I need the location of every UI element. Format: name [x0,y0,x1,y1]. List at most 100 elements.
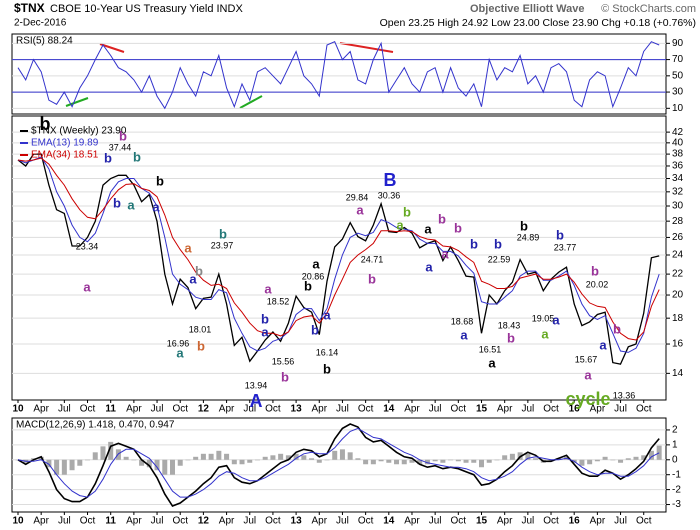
y-tick-label: 36 [672,161,684,172]
histogram-bar [440,459,446,463]
wave-label: 18.52 [267,296,290,306]
histogram-bar [502,455,508,460]
y-tick-label: 10 [672,103,684,114]
x-tick-label: 10 [12,404,24,415]
x-tick-label: Jul [58,404,71,415]
wave-label: b [323,361,331,376]
histogram-bar [486,459,492,463]
x-tick-label: Oct [543,404,559,415]
histogram-bar [208,453,214,460]
histogram-bar [463,459,469,463]
y-tick-label: -2 [672,484,681,495]
x-tick-label: Apr [219,516,235,527]
x-tick-label: Apr [311,404,327,415]
wave-label: a [127,197,135,212]
rsi-trendline [239,95,263,109]
histogram-bar [262,456,268,460]
y-tick-label: 30 [672,201,684,212]
wave-label: cycle [565,389,610,409]
histogram-bar [146,459,152,468]
histogram-bar [455,459,461,462]
histogram-bar [525,453,531,460]
wave-label: b [368,271,376,286]
credit: © StockCharts.com [601,3,696,15]
wave-label: b [438,211,446,226]
rsi-trendline [99,43,125,53]
x-tick-label: Oct [265,516,281,527]
x-tick-label: Jul [58,516,71,527]
wave-label: 18.68 [451,316,474,326]
x-tick-label: 14 [383,516,395,527]
wave-label: b [304,278,312,293]
legend-label: EMA(34) 18.51 [31,150,99,161]
histogram-bar [139,459,145,466]
histogram-bar [239,459,245,465]
wave-label: 15.67 [575,354,598,364]
x-tick-label: Apr [590,516,606,527]
x-tick-label: Apr [126,516,142,527]
wave-label: a [584,367,592,382]
x-tick-label: Jul [429,516,442,527]
histogram-bar [200,453,206,460]
histogram-bar [54,459,60,475]
histogram-bar [471,459,477,463]
histogram-bar [579,459,585,466]
histogram-bar [77,459,83,466]
quote: Open 23.25 High 24.92 Low 23.00 Close 23… [380,17,696,29]
x-tick-label: Oct [172,516,188,527]
wave-label: 23.77 [554,242,577,252]
wave-label: a [541,326,549,341]
x-tick-label: Jul [614,516,627,527]
symbol: $TNX [14,1,45,15]
series-line [17,153,660,365]
x-tick-label: Oct [358,404,374,415]
histogram-bar [247,459,253,463]
wave-label: b [454,220,462,235]
rsi-panel [11,33,667,115]
wave-label: 13.36 [613,390,636,400]
histogram-bar [424,459,430,465]
wave-label: b [311,322,319,337]
author: Objective Elliott Wave [470,3,585,15]
histogram-bar [602,456,608,460]
histogram-bar [386,459,392,463]
y-tick-label: 90 [672,38,684,49]
histogram-bar [641,455,647,460]
histogram-bar [409,459,415,463]
legend-label: $TNX (Weekly) 23.90 [31,126,127,137]
wave-label: b [40,114,51,134]
y-tick-label: 14 [672,368,684,379]
x-tick-label: 11 [105,404,116,415]
x-tick-label: Apr [497,516,513,527]
x-tick-label: Jul [151,516,164,527]
x-tick-label: Jul [336,404,349,415]
histogram-bar [69,459,75,471]
histogram-bar [394,459,400,465]
x-tick-label: 14 [383,404,395,415]
histogram-bar [324,459,330,461]
histogram-bar [185,459,191,461]
wave-label: a [189,271,197,286]
y-tick-label: 38 [672,149,684,160]
histogram-bar [46,459,52,468]
x-tick-label: Apr [33,404,49,415]
y-tick-label: 40 [672,137,684,148]
histogram-bar [618,459,624,463]
wave-label: 22.59 [488,254,511,264]
x-tick-label: 13 [291,404,303,415]
histogram-bar [224,453,230,460]
histogram-bar [610,459,616,461]
rsi-trendline [65,97,89,107]
y-tick-label: 70 [672,54,684,65]
x-tick-label: Jul [614,404,627,415]
wave-label: b [119,128,127,143]
histogram-bar [100,446,106,460]
wave-label: a [460,327,468,342]
histogram-bar [378,459,384,462]
wave-label: 13.94 [245,380,268,390]
x-tick-label: Jul [336,516,349,527]
histogram-bar [108,441,114,460]
wave-label: b [195,263,203,278]
wave-label: b [556,227,564,242]
